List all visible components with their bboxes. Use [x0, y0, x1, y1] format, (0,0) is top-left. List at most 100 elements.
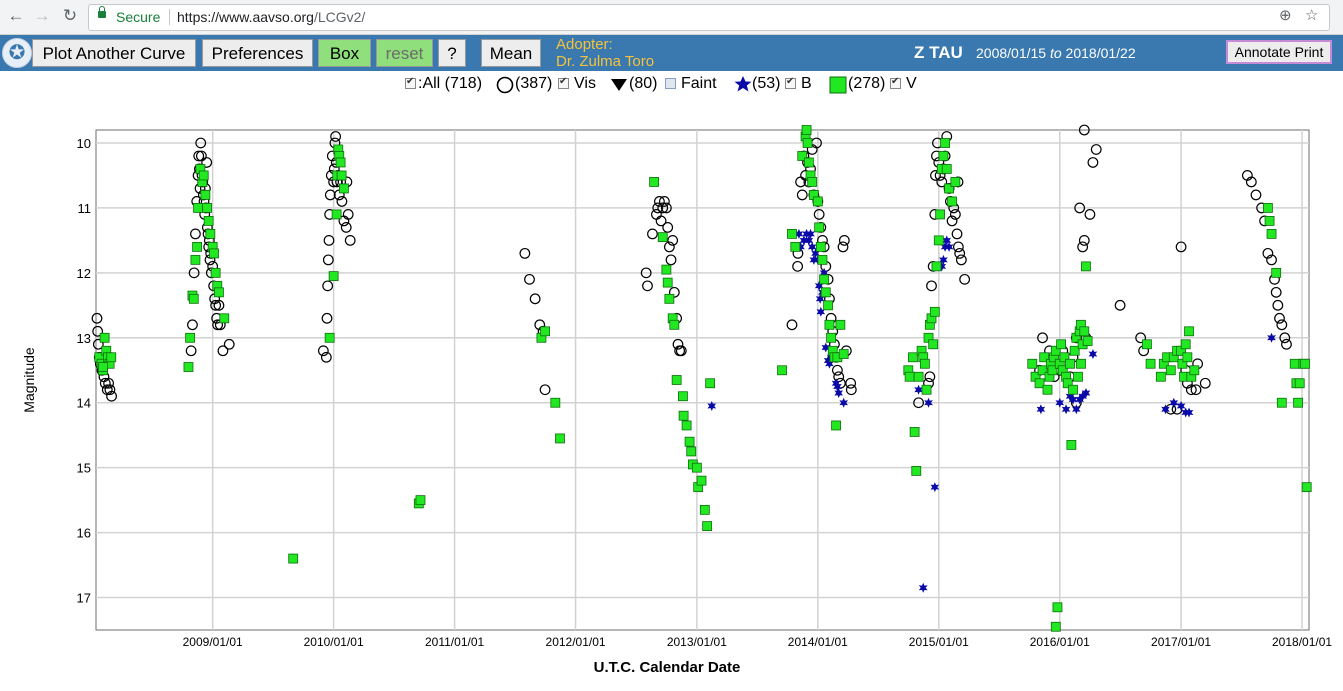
b-point[interactable] [839, 397, 848, 408]
v-point[interactable] [1266, 228, 1277, 239]
v-point[interactable] [190, 254, 201, 265]
all-checkbox[interactable] [405, 76, 416, 89]
vis-point[interactable] [190, 228, 201, 240]
v-point[interactable] [1289, 358, 1300, 369]
v-point[interactable] [415, 495, 426, 506]
v-point[interactable] [803, 157, 814, 168]
b-point[interactable] [707, 401, 717, 411]
vis-point[interactable] [837, 241, 849, 253]
b-point[interactable] [1169, 397, 1179, 408]
v-point[interactable] [1065, 358, 1075, 369]
address-bar[interactable]: Secure https://www.aavso.org/LCGv2/ ⊕ ☆ [88, 4, 1330, 31]
v-point[interactable] [1177, 358, 1188, 369]
vis-point[interactable] [188, 267, 200, 279]
v-point[interactable] [1081, 261, 1091, 272]
v-point[interactable] [198, 170, 209, 181]
b-point[interactable] [1061, 404, 1071, 415]
v-point[interactable] [1052, 602, 1063, 613]
v-point[interactable] [947, 196, 957, 207]
v-point[interactable] [1062, 378, 1073, 389]
vis-point[interactable] [92, 338, 104, 350]
box-button[interactable]: Box [318, 39, 371, 67]
v-point[interactable] [214, 287, 224, 298]
vis-point[interactable] [1279, 332, 1291, 344]
v-point[interactable] [1082, 336, 1093, 346]
v-point[interactable] [921, 384, 932, 395]
vis-point[interactable] [662, 222, 674, 233]
v-point[interactable] [831, 420, 841, 431]
vis-point[interactable] [223, 338, 235, 350]
vis-point[interactable] [946, 215, 958, 227]
b-point[interactable] [823, 355, 833, 366]
b-point[interactable] [937, 261, 947, 272]
vis-point[interactable] [954, 247, 966, 259]
v-point[interactable] [288, 553, 299, 564]
vis-point[interactable] [1037, 332, 1048, 344]
v-point[interactable] [1059, 352, 1070, 363]
b-point[interactable] [1078, 391, 1087, 402]
reset-button[interactable]: reset [376, 39, 433, 67]
v-point[interactable] [1076, 358, 1086, 369]
b-checkbox[interactable] [785, 76, 796, 89]
b-point[interactable] [1068, 394, 1078, 405]
vis-point[interactable] [647, 228, 658, 240]
vis-point[interactable] [959, 273, 971, 285]
v-point[interactable] [540, 326, 550, 337]
annotate-print-button[interactable]: Annotate Print [1226, 40, 1332, 64]
b-point[interactable] [796, 241, 805, 252]
vis-point[interactable] [322, 254, 334, 266]
v-point[interactable] [555, 433, 565, 444]
b-point[interactable] [807, 241, 817, 252]
b-point[interactable] [809, 254, 819, 265]
vis-point[interactable] [1087, 157, 1099, 168]
vis-point[interactable] [1077, 241, 1089, 253]
v-point[interactable] [908, 352, 918, 363]
v-point[interactable] [929, 306, 940, 317]
help-button[interactable]: ? [438, 39, 466, 67]
v-point[interactable] [1027, 358, 1038, 369]
reload-icon[interactable]: ↻ [62, 6, 78, 25]
v-point[interactable] [935, 209, 946, 220]
v-point[interactable] [909, 427, 920, 437]
v-point[interactable] [669, 319, 680, 330]
vis-point[interactable] [210, 299, 222, 311]
vis-point[interactable] [330, 131, 342, 142]
v-point[interactable] [99, 332, 110, 343]
b-point[interactable] [1072, 404, 1081, 415]
vis-point[interactable] [642, 280, 653, 292]
vis-point[interactable] [796, 189, 808, 201]
vis-point[interactable] [344, 234, 356, 246]
b-point[interactable] [833, 381, 842, 392]
b-point[interactable] [942, 235, 952, 246]
vis-point[interactable] [336, 196, 348, 207]
vis-point[interactable] [675, 345, 687, 357]
v-point[interactable] [183, 362, 194, 372]
vis-point[interactable] [1250, 189, 1262, 201]
vis-point[interactable] [660, 202, 672, 214]
v-point[interactable] [928, 339, 939, 350]
v-point[interactable] [1068, 384, 1078, 395]
v-point[interactable] [1069, 345, 1080, 356]
back-arrow-icon[interactable]: ← [7, 6, 25, 25]
v-point[interactable] [1276, 397, 1287, 408]
vis-point[interactable] [667, 234, 679, 246]
b-point[interactable] [1075, 394, 1084, 405]
v-point[interactable] [210, 267, 221, 278]
v-point[interactable] [941, 164, 952, 174]
vis-point[interactable] [665, 254, 677, 266]
v-point[interactable] [649, 177, 660, 187]
vis-point[interactable] [949, 209, 961, 220]
v-point[interactable] [1189, 365, 1200, 376]
vis-point[interactable] [103, 377, 114, 389]
vis-point[interactable] [324, 189, 336, 201]
v-point[interactable] [1294, 378, 1305, 389]
v-point[interactable] [944, 183, 954, 194]
b-point[interactable] [1036, 404, 1046, 415]
b-point[interactable] [834, 388, 843, 398]
b-point[interactable] [1161, 404, 1170, 415]
vis-point[interactable] [217, 345, 229, 357]
b-point[interactable] [1267, 332, 1276, 343]
v-point[interactable] [1039, 352, 1050, 363]
vis-point[interactable] [1266, 254, 1277, 266]
vis-point[interactable] [1245, 176, 1257, 188]
